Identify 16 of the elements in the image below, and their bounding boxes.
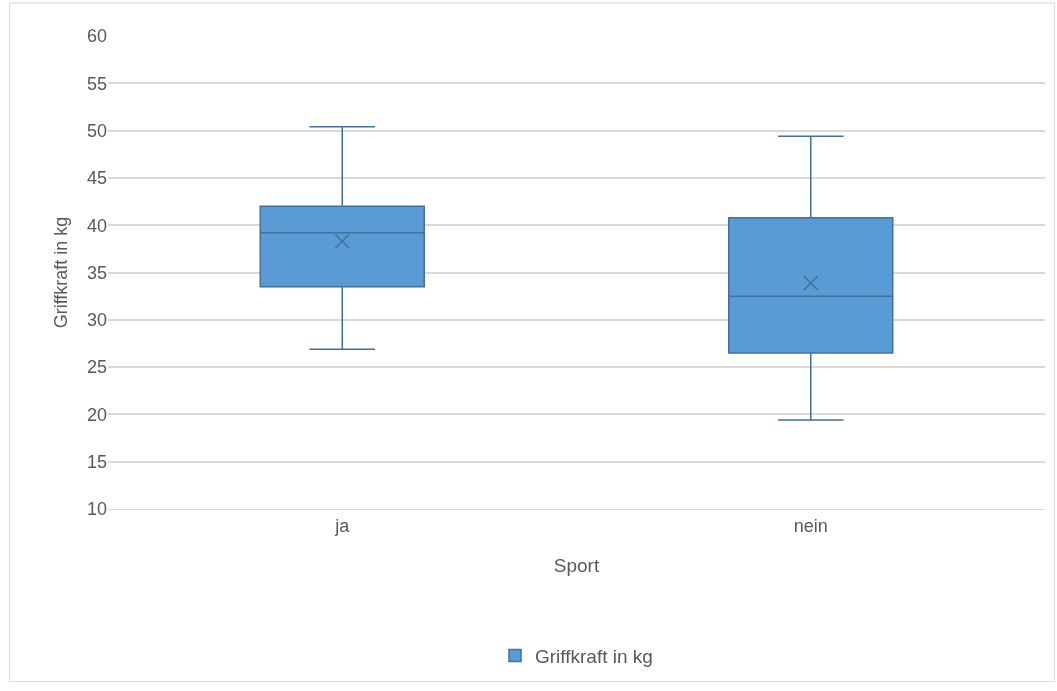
x-tick-label: nein: [793, 515, 828, 536]
x-tick-label: ja: [334, 515, 351, 536]
y-tick-label: 55: [86, 73, 107, 94]
legend-label: Griffkraft in kg: [535, 645, 653, 667]
y-tick-label: 35: [86, 262, 107, 283]
y-tick-label: 60: [86, 26, 107, 47]
y-tick-label: 10: [86, 499, 107, 520]
y-tick-label: 30: [86, 310, 107, 331]
y-tick-label: 50: [86, 120, 107, 141]
y-tick-label: 15: [86, 452, 107, 472]
y-tick-label: 40: [86, 215, 107, 236]
y-axis-title: Griffkraft in kg: [51, 216, 72, 329]
y-tick-label: 20: [86, 404, 107, 425]
y-tick-label: 25: [86, 357, 107, 378]
y-tick-label: 45: [86, 168, 107, 189]
x-axis-title: Sport: [553, 555, 600, 577]
